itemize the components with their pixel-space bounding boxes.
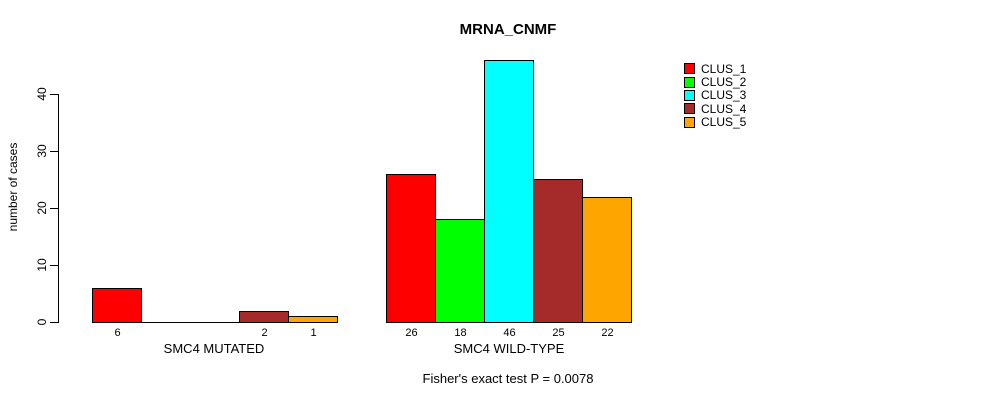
y-axis-line (58, 94, 59, 323)
legend-label: CLUS_1 (701, 61, 747, 76)
legend-item-clus_2: CLUS_2 (684, 75, 746, 88)
bar-value-label: 25 (552, 327, 565, 339)
y-axis-tick (50, 322, 58, 323)
bar-value-label: 1 (310, 327, 317, 339)
y-axis-tick (50, 208, 58, 209)
bar-clus-2-group2 (435, 219, 485, 323)
legend-swatch (684, 76, 695, 88)
legend-label: CLUS_4 (701, 101, 747, 116)
y-axis-tick-label: 10 (35, 258, 49, 272)
bar-clus-5-group2 (582, 197, 632, 323)
legend-item-clus_5: CLUS_5 (684, 116, 746, 129)
legend: CLUS_1 CLUS_2 CLUS_3 CLUS_4 CLUS_5 (684, 62, 746, 129)
bar-value-label: 46 (503, 327, 516, 339)
bar-clus-1-group1 (92, 288, 142, 323)
y-axis-tick-label: 40 (35, 87, 49, 101)
bar-clus-5-group1 (288, 316, 338, 323)
bar-clus-3-group1 (190, 322, 240, 323)
annotation-fishers-test: Fisher's exact test P = 0.0078 (422, 371, 594, 386)
legend-label: CLUS_2 (701, 75, 747, 90)
group-label-smc4-mutated: SMC4 MUTATED (163, 341, 265, 356)
legend-swatch (684, 63, 695, 75)
y-axis-tick-label: 0 (35, 318, 49, 326)
bar-value-label: 22 (601, 327, 614, 339)
legend-item-clus_1: CLUS_1 (684, 62, 746, 75)
legend-swatch (684, 103, 695, 115)
bar-value-label: 26 (405, 327, 418, 339)
bar-clus-4-group2 (533, 179, 583, 323)
bar-value-label: 2 (261, 327, 268, 339)
bar-clus-4-group1 (239, 311, 289, 323)
y-axis-tick (50, 94, 58, 95)
y-axis-tick (50, 151, 58, 152)
legend-item-clus_3: CLUS_3 (684, 89, 746, 102)
legend-label: CLUS_3 (701, 88, 747, 103)
chart-title: MRNA_CNMF (459, 21, 557, 38)
bar-clus-2-group1 (141, 322, 191, 323)
bar-value-label: 6 (114, 327, 121, 339)
group-label-smc4-wild-type: SMC4 WILD-TYPE (453, 341, 565, 356)
bar-clus-1-group2 (386, 174, 436, 323)
bar-clus-3-group2 (484, 60, 534, 323)
bar-value-label: 18 (454, 327, 467, 339)
legend-item-clus_4: CLUS_4 (684, 102, 746, 115)
y-axis-tick-label: 20 (35, 201, 49, 215)
y-axis-tick (50, 265, 58, 266)
y-axis-tick-label: 30 (35, 144, 49, 158)
legend-swatch (684, 116, 695, 128)
legend-label: CLUS_5 (701, 115, 747, 130)
legend-swatch (684, 89, 695, 101)
